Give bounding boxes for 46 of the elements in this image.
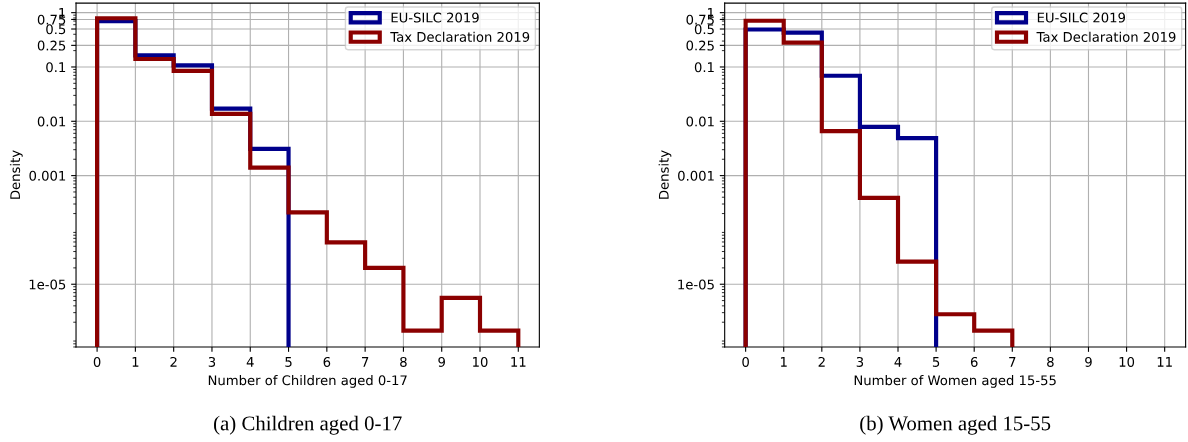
x-tick-label: 3 [208,356,216,367]
y-tick-label: 0.01 [686,116,714,127]
text: (a) Children aged 0-17 [214,415,402,435]
x-tick-label: 3 [856,356,864,367]
x-tick-label: 4 [894,357,902,367]
x-tick-label: 2 [170,356,177,367]
legend-label: Tax Declaration 2019 [390,31,530,42]
y-axis-title: Density [658,150,672,199]
x-tick-label: 6 [323,356,331,367]
x-axis-title: Number of Women aged 15-55 [854,375,1056,388]
x-tick-label: 6 [970,356,978,367]
x-tick-label: 0 [742,356,749,367]
x-tick-label: 10 [473,356,488,367]
x-tick-label: 4 [246,357,254,367]
y-tick-label: 0.01 [37,116,66,127]
x-tick-label: 9 [438,356,445,367]
y-tick-label: 0.1 [46,62,66,73]
text: (b) Women aged 15-55 [860,415,1051,435]
x-tick-label: 7 [362,357,369,367]
x-tick-label: 1 [132,357,139,367]
y-tick-label: 1e-05 [29,279,66,290]
y-tick-label: 0.1 [694,62,714,73]
y-axis-title: Density [9,150,23,199]
x-tick-label: 0 [93,356,101,367]
y-tick-label: 0.001 [29,170,66,181]
x-tick-label: 7 [1009,357,1016,367]
y-tick-label: 0.25 [37,40,66,51]
x-axis-title: Number of Children aged 0-17 [208,375,407,388]
y-tick-label: 0.001 [678,170,714,181]
x-tick-label: 5 [932,357,940,367]
y-tick-label: 0.5 [694,24,714,35]
x-tick-label: 5 [285,357,292,367]
legend-label: EU-SILC 2019 [391,12,479,23]
y-tick-label: 1e-05 [678,279,714,290]
y-tick-label: 0.25 [686,40,714,51]
y-tick-label: 0.5 [46,24,66,35]
legend-label: Tax Declaration 2019 [1036,31,1176,42]
x-tick-label: 8 [400,356,407,367]
x-tick-label: 9 [1085,356,1092,367]
x-tick-label: 10 [1119,356,1135,367]
x-tick-label: 1 [780,357,787,367]
x-tick-label: 8 [1047,356,1054,367]
x-tick-label: 11 [1157,357,1172,367]
x-tick-label: 11 [511,357,526,367]
x-tick-label: 2 [818,356,825,367]
legend-label: EU-SILC 2019 [1037,12,1126,23]
